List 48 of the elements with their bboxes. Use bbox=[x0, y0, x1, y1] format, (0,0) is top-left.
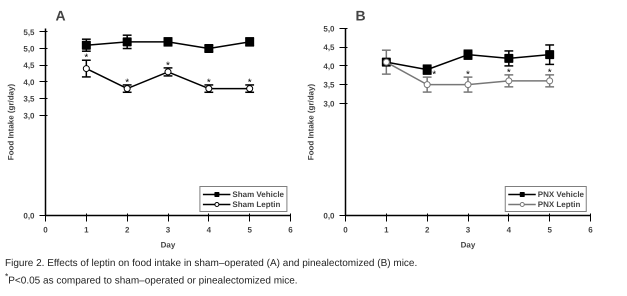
x-tick-label: 4 bbox=[506, 226, 512, 234]
y-tick-label: 5,0 bbox=[323, 24, 336, 34]
y-tick-label: 5,5 bbox=[23, 28, 36, 37]
y-tick-label: 5,0 bbox=[23, 44, 36, 54]
chart-title: B bbox=[356, 8, 366, 24]
x-tick-label: 0 bbox=[43, 226, 48, 234]
y-tick-label: 0,0 bbox=[323, 212, 336, 220]
annotation: * bbox=[248, 77, 252, 88]
x-tick-label: 4 bbox=[206, 226, 212, 234]
y-tick-label: 0,0 bbox=[23, 212, 36, 220]
x-tick-label: 1 bbox=[384, 226, 390, 234]
y-tick-label: 3,0 bbox=[323, 99, 336, 108]
annotation: * bbox=[125, 77, 130, 88]
y-tick-label: 4,0 bbox=[323, 62, 336, 71]
y-tick-label: 4,5 bbox=[23, 61, 36, 70]
y-tick-label: 3,5 bbox=[23, 94, 36, 104]
x-tick-label: 3 bbox=[466, 226, 471, 234]
x-tick-label: 6 bbox=[588, 226, 594, 234]
x-axis-title: Day bbox=[160, 240, 176, 250]
annotation: * bbox=[432, 70, 436, 81]
y-tick-label: 4,5 bbox=[323, 43, 336, 52]
x-tick-label: 0 bbox=[343, 226, 348, 234]
legend-label: Sham Vehicle bbox=[232, 189, 284, 199]
x-axis-title: Day bbox=[460, 240, 476, 250]
y-tick-label: 4,0 bbox=[23, 78, 36, 87]
legend-label: PNX Vehicle bbox=[538, 189, 584, 199]
annotation: * bbox=[206, 77, 211, 88]
y-axis-title: Food Intake (gr/day) bbox=[6, 83, 16, 160]
text: $^{*}$P<0.05 as compared to sham–operated or pinealectomized mice. bbox=[5, 271, 299, 289]
x-tick-label: 5 bbox=[247, 226, 252, 234]
y-tick-label: 3,5 bbox=[323, 80, 336, 90]
legend-label: PNX Leptin bbox=[538, 199, 580, 209]
annotation: * bbox=[506, 67, 511, 78]
y-tick-label: 3,0 bbox=[23, 111, 36, 120]
x-tick-label: 5 bbox=[547, 226, 552, 234]
x-tick-label: 3 bbox=[166, 226, 171, 234]
legend-label: Sham Leptin bbox=[232, 199, 280, 209]
annotation: * bbox=[84, 52, 88, 64]
y-axis-title: Food Intake (gr/day) bbox=[306, 83, 316, 160]
caption: Figure 2. Effects of leptin on food intake in sham–operated (A) and pinealectomized (B) mice. bbox=[5, 257, 418, 271]
x-tick-label: 1 bbox=[84, 226, 90, 234]
chart-title: A bbox=[56, 8, 66, 24]
annotation: * bbox=[548, 67, 552, 78]
x-tick-label: 2 bbox=[424, 226, 430, 234]
x-tick-label: 2 bbox=[124, 226, 130, 234]
annotation: * bbox=[466, 70, 470, 81]
annotation: * bbox=[166, 60, 170, 72]
x-tick-label: 6 bbox=[288, 226, 294, 234]
